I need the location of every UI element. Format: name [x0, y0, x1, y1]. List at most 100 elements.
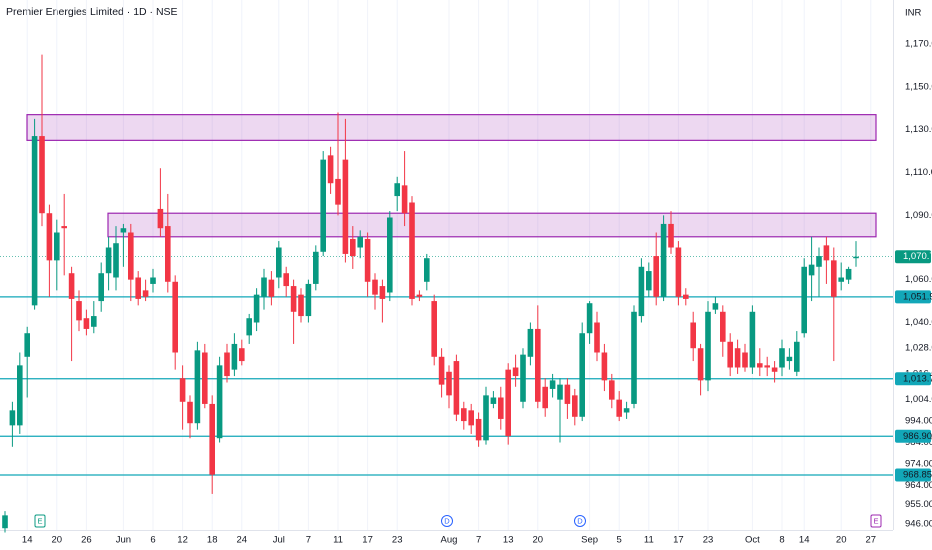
- candle-body: [239, 348, 245, 362]
- candle-body: [276, 247, 282, 278]
- candle-body: [9, 410, 16, 426]
- x-tick-label: 18: [207, 535, 218, 546]
- event-label: D: [577, 516, 583, 525]
- candle-body: [823, 245, 830, 261]
- candle-body: [801, 266, 807, 334]
- last-price-badge: [895, 250, 931, 264]
- candle-body: [808, 264, 815, 276]
- x-tick-label: 17: [673, 535, 684, 546]
- candle-body: [572, 395, 578, 417]
- candle-body: [646, 271, 652, 291]
- y-tick-label: 1,004.00: [905, 394, 932, 405]
- candle-body: [779, 348, 785, 368]
- x-tick-label: 5: [617, 535, 622, 546]
- candle-body: [268, 279, 275, 297]
- candle-body: [742, 352, 748, 368]
- candle-body: [838, 277, 844, 282]
- x-tick-label: Jun: [116, 535, 131, 546]
- y-tick-label: 964.00: [905, 480, 932, 491]
- candle-body: [660, 223, 667, 297]
- candle-body: [668, 223, 674, 248]
- candle-body: [46, 213, 53, 261]
- candle-body: [157, 208, 164, 229]
- candle-body: [387, 217, 393, 293]
- candle-body: [179, 378, 186, 402]
- candle-body: [764, 365, 770, 368]
- candle-body: [498, 397, 504, 419]
- candle-body: [142, 290, 149, 297]
- candle-body: [357, 236, 363, 248]
- y-tick-label: 1,110.00: [905, 167, 932, 178]
- candle-body: [616, 399, 622, 417]
- candle-body: [54, 232, 60, 261]
- y-tick-label: 946.00: [905, 518, 932, 529]
- y-tick-label: 1,090.00: [905, 210, 932, 221]
- candle-body: [794, 341, 800, 372]
- labels-layer: 946.00955.00964.00974.00984.00994.001,00…: [22, 38, 932, 545]
- x-tick-label: 7: [306, 535, 311, 546]
- candle-body: [39, 136, 45, 214]
- candle-body: [601, 352, 608, 381]
- grid-layer: [26, 0, 872, 530]
- candle-body: [845, 268, 852, 280]
- candle-body: [187, 401, 193, 424]
- candle-body: [542, 386, 548, 409]
- candle-body: [231, 343, 238, 370]
- candle-body: [527, 328, 534, 357]
- candle-body: [771, 367, 778, 372]
- candle-body: [712, 303, 719, 310]
- candle-body: [424, 258, 430, 282]
- candle-body: [638, 266, 645, 317]
- candle-body: [853, 256, 859, 259]
- candle-body: [335, 178, 341, 205]
- chart-title: Premier Energies Limited · 1D · NSE: [6, 6, 178, 18]
- candle-body: [490, 397, 497, 404]
- x-tick-label: 11: [644, 535, 654, 546]
- candle-body: [446, 371, 452, 396]
- level-label: 1,051.95: [903, 291, 932, 302]
- y-tick-label: 994.00: [905, 416, 932, 427]
- candle-body: [253, 294, 260, 323]
- x-tick-label: 11: [333, 535, 343, 546]
- candle-body: [564, 384, 571, 404]
- x-tick-label: 20: [836, 535, 847, 546]
- candle-body: [320, 159, 326, 252]
- x-tick-label: 14: [799, 535, 810, 546]
- candle-body: [705, 311, 711, 381]
- candle-body: [586, 303, 593, 334]
- x-tick-label: 6: [150, 535, 155, 546]
- candle-body: [549, 380, 556, 389]
- y-tick-label: 974.00: [905, 458, 932, 469]
- candle-body: [372, 279, 378, 295]
- x-tick-label: 12: [177, 535, 188, 546]
- candle-body: [298, 294, 304, 317]
- candle-body: [172, 281, 178, 353]
- candle-body: [83, 318, 90, 329]
- y-tick-label: 1,028.00: [905, 343, 932, 354]
- candle-body: [468, 410, 474, 426]
- level-badge: [895, 290, 931, 304]
- candle-body: [520, 354, 526, 402]
- event-icon: [870, 514, 882, 528]
- x-tick-label: 24: [237, 535, 248, 546]
- candle-body: [438, 356, 445, 385]
- event-label: E: [873, 516, 878, 525]
- candle-body: [816, 256, 822, 267]
- candle-body: [409, 202, 415, 299]
- candle-body: [512, 367, 519, 377]
- candle-body: [631, 311, 637, 404]
- candle-body: [313, 251, 319, 284]
- candle-body: [690, 322, 696, 349]
- candle-body: [2, 515, 8, 529]
- y-tick-label: 1,170.00: [905, 38, 932, 49]
- y-tick-label: 1,040.00: [905, 317, 932, 328]
- candle-body: [165, 226, 171, 282]
- candle-body: [364, 238, 371, 282]
- event-label: E: [37, 516, 42, 525]
- candle-body: [128, 232, 134, 280]
- y-tick-label: 1,130.00: [905, 124, 932, 135]
- candle-body: [727, 341, 733, 368]
- event-label: D: [444, 516, 450, 525]
